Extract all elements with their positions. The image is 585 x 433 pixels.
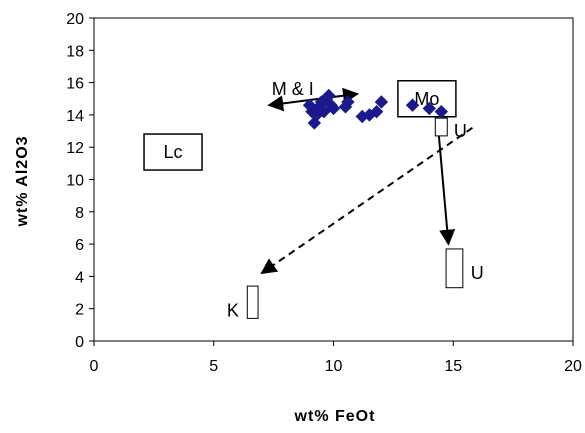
tick-labels: 0 2 4 6 8 10 12 14 16 18 20 0 5 10 15 20 [66, 11, 582, 375]
data-points [302, 88, 448, 130]
y-tick-label: 4 [75, 269, 84, 286]
y-axis-title: wt% Al2O3 [14, 135, 31, 227]
data-point-diamond [341, 95, 355, 109]
y-tick-label: 12 [66, 140, 84, 157]
boxed-label: Lc [164, 142, 183, 162]
y-tick-label: 14 [66, 108, 84, 125]
annotation-label: U [454, 121, 467, 141]
y-tick-label: 0 [75, 334, 84, 351]
axes [89, 17, 574, 346]
annotation-label: M & I [272, 79, 314, 99]
x-tick-label: 20 [564, 358, 582, 375]
data-point-diamond [434, 104, 448, 119]
x-tick-label: 5 [209, 358, 218, 375]
annotation-label: K [227, 300, 239, 320]
dashed-trend-arrow [260, 126, 473, 275]
y-tick-label: 2 [75, 302, 84, 319]
data-point-diamond [405, 98, 420, 112]
y-tick-label: 10 [66, 173, 84, 190]
x-tick-label: 15 [444, 358, 462, 375]
trend-arrow [437, 135, 456, 246]
annotation-label: U [471, 263, 484, 283]
trend-arrow [267, 87, 360, 112]
y-tick-label: 20 [66, 11, 84, 28]
sample-range-box [246, 285, 259, 319]
x-tick-label: 10 [325, 358, 343, 375]
data-point-diamond [422, 101, 437, 116]
y-tick-label: 8 [75, 205, 84, 222]
data-point-diamond [374, 95, 389, 109]
y-tick-label: 16 [66, 76, 84, 93]
data-point-diamond [369, 104, 384, 119]
x-axis-title: wt% FeOt [294, 408, 376, 425]
y-tick-label: 18 [66, 43, 84, 60]
y-tick-label: 6 [75, 237, 84, 254]
x-tick-label: 0 [90, 358, 99, 375]
sample-range-box [445, 248, 464, 289]
sample-range-box [434, 117, 448, 137]
boxed-label: Mo [414, 89, 439, 109]
plot-area-border [93, 17, 574, 342]
data-point-diamond [326, 101, 341, 116]
boxed-label-frame [143, 133, 203, 171]
data-point-diamond [317, 104, 331, 119]
